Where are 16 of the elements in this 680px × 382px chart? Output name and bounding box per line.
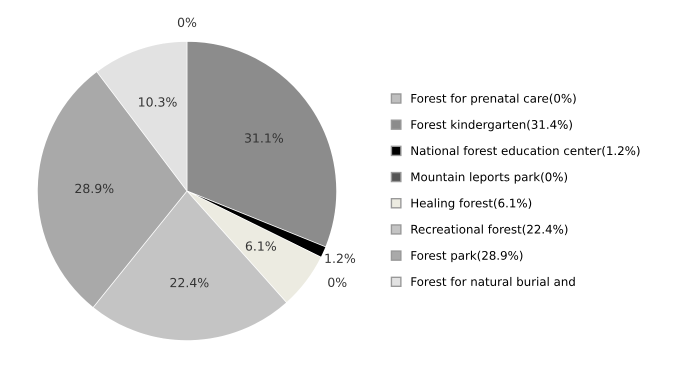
legend-label: Forest for natural burial and bbox=[411, 276, 575, 286]
data-label: 31.1% bbox=[244, 133, 284, 143]
data-label: 6.1% bbox=[246, 241, 276, 251]
legend-label: Forest park(28.9%) bbox=[411, 250, 522, 262]
legend-label: Recreational forest(22.4%) bbox=[411, 224, 568, 236]
legend-label: Forest kindergarten(31.4%) bbox=[411, 120, 572, 132]
legend-label: National forest education center(1.2%) bbox=[411, 146, 640, 157]
legend-label: Forest for prenatal care(0%) bbox=[411, 94, 576, 106]
data-label: 1.2% bbox=[325, 254, 356, 264]
text: 0% bbox=[178, 18, 196, 28]
legend-label: Mountain leports park(0%) bbox=[411, 172, 568, 184]
data-label: 22.4% bbox=[170, 278, 208, 288]
data-label: 28.9% bbox=[75, 184, 114, 194]
data-label: 10.3% bbox=[139, 97, 177, 107]
text: 0% bbox=[328, 278, 346, 288]
legend-label: Healing forest(6.1%) bbox=[411, 198, 532, 210]
